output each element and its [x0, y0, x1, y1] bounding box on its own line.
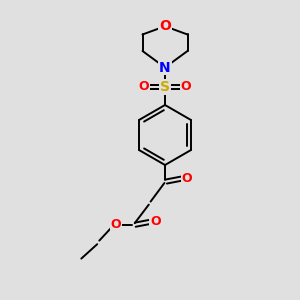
Text: S: S: [160, 80, 170, 94]
Text: O: O: [150, 215, 161, 228]
Text: O: O: [159, 19, 171, 33]
Text: N: N: [159, 61, 171, 74]
Text: O: O: [181, 80, 191, 94]
Text: O: O: [181, 172, 192, 185]
Text: O: O: [139, 80, 149, 94]
Text: O: O: [110, 218, 121, 231]
